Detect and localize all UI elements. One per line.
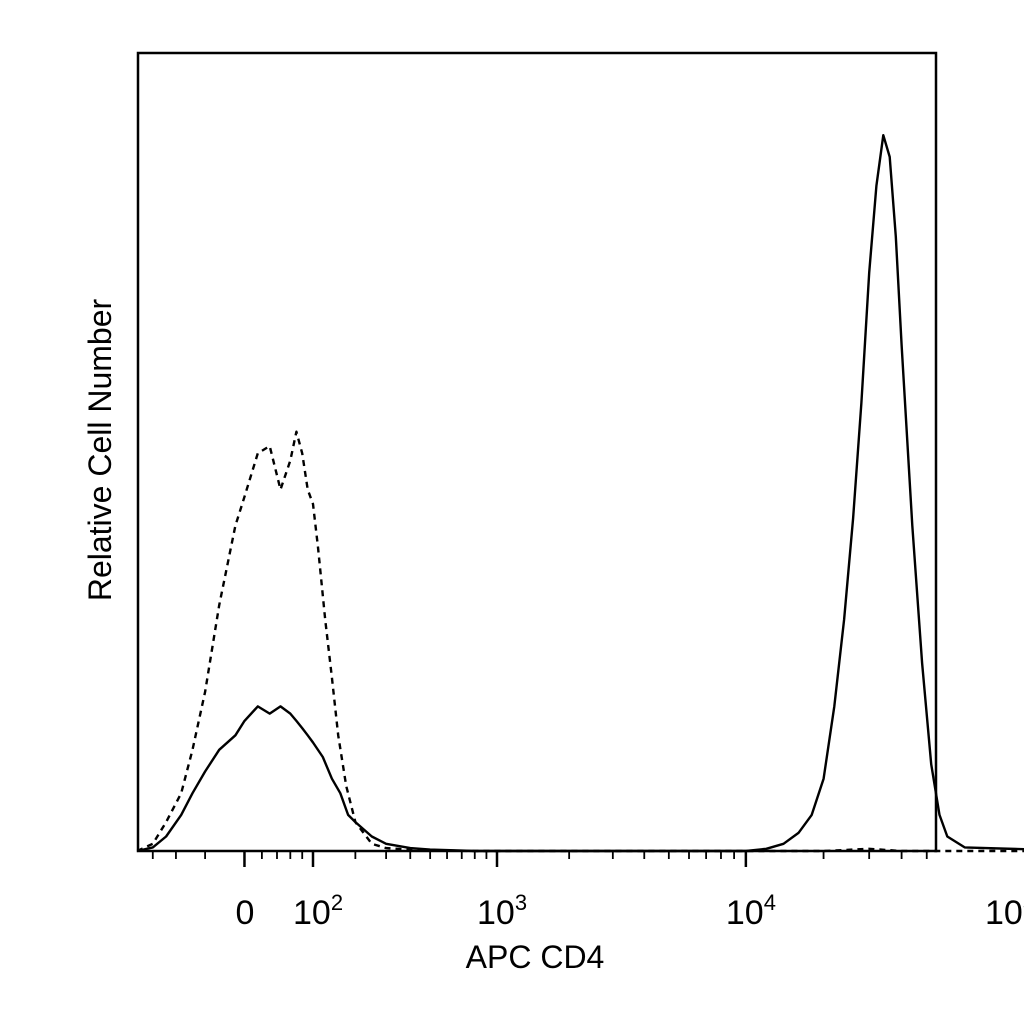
x-axis-tick-labels: 0 102 103 104 105 <box>235 890 1024 932</box>
series-line-solid <box>136 134 1024 853</box>
x-tick-label-2: 103 <box>477 890 527 932</box>
x-axis-label: APC CD4 <box>466 939 605 975</box>
y-axis-label: Relative Cell Number <box>82 298 118 601</box>
x-tick-label-3: 104 <box>726 890 776 932</box>
series-layer <box>136 134 1024 853</box>
x-tick-label-4: 105 <box>985 890 1024 932</box>
x-tick-label-1: 102 <box>293 890 343 932</box>
x-tick-label-0: 0 <box>235 894 254 932</box>
x-axis-ticks <box>151 851 928 867</box>
